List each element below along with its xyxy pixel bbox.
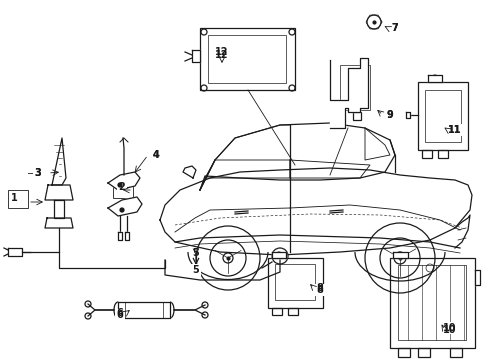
Bar xyxy=(449,348,461,357)
Text: 3: 3 xyxy=(35,168,41,178)
Circle shape xyxy=(120,208,124,212)
Bar xyxy=(417,82,467,150)
Text: 6: 6 xyxy=(116,310,123,320)
Text: 1: 1 xyxy=(11,193,18,203)
Polygon shape xyxy=(474,270,479,285)
Text: 9: 9 xyxy=(386,110,392,120)
Text: 5: 5 xyxy=(192,248,199,258)
Polygon shape xyxy=(125,232,129,240)
Bar xyxy=(424,90,460,142)
Circle shape xyxy=(369,18,377,26)
Bar xyxy=(8,190,28,208)
Bar xyxy=(397,265,465,340)
Polygon shape xyxy=(45,185,73,200)
Bar xyxy=(287,308,297,315)
Bar xyxy=(352,112,360,120)
Text: 11: 11 xyxy=(447,125,461,135)
Bar xyxy=(113,182,133,198)
Polygon shape xyxy=(54,200,64,218)
Bar xyxy=(274,264,314,300)
Polygon shape xyxy=(8,248,22,256)
Polygon shape xyxy=(118,232,122,240)
Text: 9: 9 xyxy=(386,110,392,120)
Text: 4: 4 xyxy=(152,150,159,160)
Text: 10: 10 xyxy=(442,325,456,335)
Text: 6: 6 xyxy=(116,308,123,318)
Bar xyxy=(397,348,409,357)
Polygon shape xyxy=(271,252,285,258)
Text: 10: 10 xyxy=(442,323,456,333)
Polygon shape xyxy=(392,252,407,258)
Text: 11: 11 xyxy=(447,125,461,135)
Text: 8: 8 xyxy=(316,285,323,295)
Bar xyxy=(417,348,429,357)
Polygon shape xyxy=(329,58,367,128)
Polygon shape xyxy=(405,112,409,118)
Text: 7: 7 xyxy=(391,23,398,33)
Polygon shape xyxy=(108,197,142,216)
Polygon shape xyxy=(45,218,73,228)
Text: 8: 8 xyxy=(316,283,323,293)
Text: 4: 4 xyxy=(152,150,159,160)
Polygon shape xyxy=(192,50,200,62)
Text: 2: 2 xyxy=(119,182,125,192)
Circle shape xyxy=(118,183,122,187)
Bar xyxy=(334,112,342,120)
Bar xyxy=(339,65,369,110)
Bar xyxy=(389,258,474,348)
Bar xyxy=(421,150,431,158)
Text: 7: 7 xyxy=(391,23,398,33)
Text: 12: 12 xyxy=(215,47,228,57)
Polygon shape xyxy=(427,75,441,82)
Bar xyxy=(267,258,323,308)
Bar xyxy=(200,28,294,90)
Text: 5: 5 xyxy=(192,265,199,275)
Bar xyxy=(437,150,447,158)
Polygon shape xyxy=(118,302,170,318)
Polygon shape xyxy=(52,138,66,185)
Text: 3: 3 xyxy=(35,168,41,178)
Bar xyxy=(271,308,282,315)
Bar xyxy=(207,35,285,83)
Text: 12: 12 xyxy=(215,50,228,60)
Polygon shape xyxy=(108,172,140,190)
